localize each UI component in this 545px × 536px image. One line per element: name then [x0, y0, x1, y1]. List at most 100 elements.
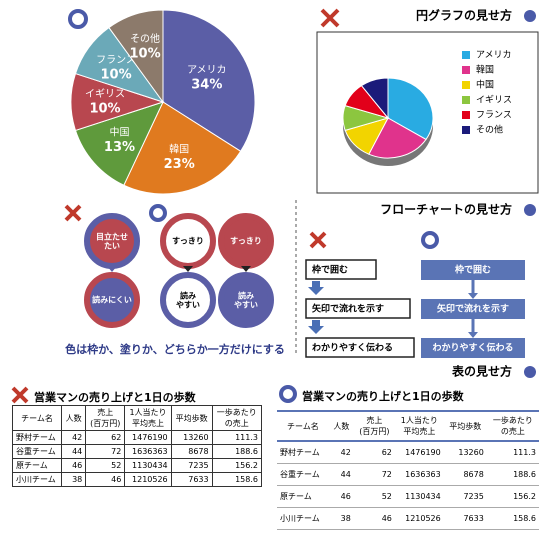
cell: 46 [85, 472, 126, 487]
section-title: 円グラフの見せ方 [416, 8, 512, 23]
circle-label: すっきり [172, 237, 204, 246]
cell: 谷重チーム [11, 444, 63, 459]
pie-slice [360, 77, 389, 120]
cell: 46 [353, 507, 395, 530]
cell: 158.6 [486, 507, 539, 530]
bad-icon [64, 204, 82, 222]
cell: 1130434 [394, 485, 444, 508]
flow-box [305, 259, 377, 280]
cell: 44 [328, 463, 354, 486]
header-cell: 平均歩数 [443, 410, 487, 442]
header-cell: 一歩あたり の売上 [486, 410, 539, 442]
legend-label: イギリス [476, 95, 512, 106]
cell: 52 [353, 485, 395, 508]
pie-slice [108, 9, 164, 104]
cell: 111.3 [486, 441, 539, 464]
arrow-head [241, 266, 251, 272]
arrow-head [468, 293, 478, 299]
header-cell: 一歩あたり の売上 [211, 405, 263, 431]
cell: 8678 [443, 463, 487, 486]
slice-label: その他 [130, 32, 160, 45]
flow-box [305, 337, 415, 358]
circle-label: すっきり [230, 237, 262, 246]
pie-slice [74, 101, 164, 186]
legend-label: アメリカ [476, 50, 512, 61]
header-cell: 売上 (百万円) [85, 405, 126, 431]
cell: 158.6 [211, 472, 263, 487]
cell: 1636363 [124, 444, 172, 459]
slice-label: アメリカ [187, 64, 227, 76]
slice-label: 韓国 [169, 144, 189, 156]
slice-value: 34% [191, 77, 222, 92]
cell: 13260 [170, 430, 213, 445]
box-label: 枠で囲む [454, 264, 491, 276]
circle-label: 目立たせたい [96, 231, 128, 250]
arrow-icon [524, 204, 536, 216]
row: 野村チーム 42 62 1476190 13260 111.3 [277, 441, 539, 464]
cell: 1210526 [124, 472, 172, 487]
legend-swatch [462, 96, 470, 104]
bad-icon [309, 231, 327, 249]
pie-slice [123, 101, 242, 195]
good-icon [149, 204, 167, 222]
legend-label: フランス [476, 110, 512, 121]
cell: 46 [328, 485, 354, 508]
cell: 1210526 [394, 507, 444, 530]
legend-swatch [462, 51, 470, 59]
row: 谷重チーム 44 72 1636363 8678 188.6 [11, 444, 263, 459]
good-icon [279, 385, 297, 403]
cell: 62 [85, 430, 126, 445]
cell: 野村チーム [277, 441, 329, 464]
cell: 44 [61, 444, 87, 459]
legend-swatch [462, 66, 470, 74]
cell: 52 [85, 458, 126, 473]
header-cell: 売上 (百万円) [353, 410, 395, 442]
arrow-icon [524, 10, 536, 22]
cell: 188.6 [211, 444, 263, 459]
cell: 188.6 [486, 463, 539, 486]
cell: 13260 [443, 441, 487, 464]
slice-value: 13% [104, 140, 135, 155]
cell: 7633 [170, 472, 213, 487]
cell: 42 [328, 441, 354, 464]
bad-icon [11, 386, 29, 404]
header-cell: 人数 [328, 410, 354, 442]
cell: 38 [61, 472, 87, 487]
slice-value: 10% [89, 102, 120, 117]
flow-box [421, 299, 525, 319]
header-cell: チーム名 [11, 405, 63, 431]
table-good: チーム名 人数 売上 (百万円) 1人当たり 平均売上 平均歩数 一歩あたり の売上 野村チ… [277, 410, 539, 530]
cell: 1636363 [394, 463, 444, 486]
legend-label: その他 [476, 124, 503, 136]
cell: 野村チーム [11, 430, 63, 445]
cell: 1476190 [394, 441, 444, 464]
header-cell: チーム名 [277, 410, 329, 442]
cell: 72 [85, 444, 126, 459]
legend-label: 中国 [476, 79, 494, 91]
header-row: チーム名 人数 売上 (百万円) 1人当たり 平均売上 平均歩数 一歩あたり の売上 [277, 410, 539, 442]
legend-swatch [462, 111, 470, 119]
slice-value: 10% [130, 46, 161, 61]
cell: 72 [353, 463, 395, 486]
box-label: 矢印で流れを示す [312, 303, 384, 315]
cell: 1476190 [124, 430, 172, 445]
table-title: 営業マンの売り上げと1日の歩数 [34, 391, 196, 404]
cell: 原チーム [277, 485, 329, 508]
cell: 7633 [443, 507, 487, 530]
arrow-head [468, 332, 478, 338]
header-cell: 1人当たり 平均売上 [124, 405, 172, 431]
row: 小川チーム 38 46 1210526 7633 158.6 [277, 507, 539, 530]
cell: 小川チーム [277, 507, 329, 530]
row: 野村チーム 42 62 1476190 13260 111.3 [11, 430, 263, 445]
slice-label: フランス [96, 54, 136, 66]
box-label: 矢印で流れを示す [437, 303, 509, 315]
header-cell: 平均歩数 [170, 405, 213, 431]
section-title: フローチャートの見せ方 [380, 202, 512, 217]
row: 谷重チーム 44 72 1636363 8678 188.6 [277, 463, 539, 486]
table-bad: チーム名 人数 売上 (百万円) 1人当たり 平均売上 平均歩数 一歩あたり の売上 野村チ… [11, 405, 263, 487]
circle-label: 読みやすい [234, 290, 258, 309]
circle-label: 読みにくい [92, 295, 132, 305]
row: 原チーム 46 52 1130434 7235 156.2 [11, 458, 263, 473]
legend-swatch [462, 126, 470, 134]
